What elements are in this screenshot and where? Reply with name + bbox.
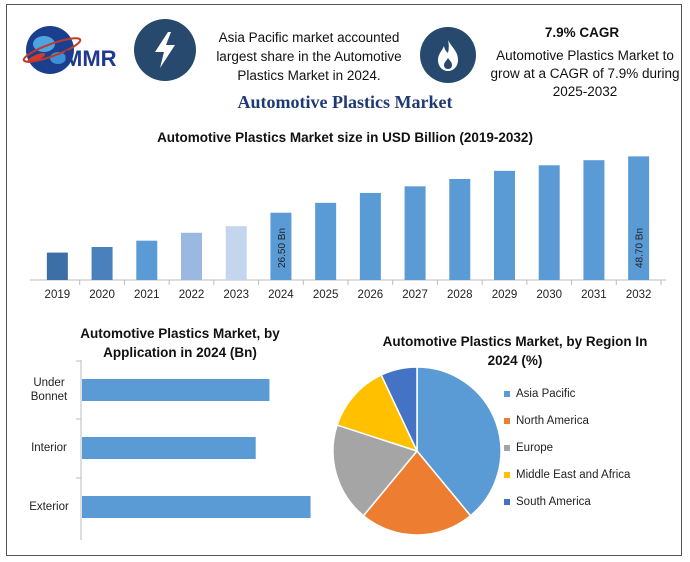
market-size-bar-chart: 2019 2020 2021 2022 2023 2024 26.50 Bn 2025 2026… — [30, 156, 666, 301]
pie-slice-europe — [332, 424, 419, 517]
x-tick-label: 2024 — [268, 289, 294, 301]
pie-slice-middle-east-and-africa — [336, 373, 419, 453]
legend-item: Middle East and Africa — [504, 469, 630, 481]
flame-icon — [438, 40, 458, 71]
bar-2023 — [225, 226, 247, 280]
hbar-under-bonnet — [82, 379, 270, 401]
legend-label: South America — [516, 496, 591, 508]
legend-label: Asia Pacific — [516, 388, 576, 400]
x-tick-label: 2032 — [626, 289, 652, 301]
legend-label: Europe — [516, 442, 554, 454]
legend-item: Europe — [504, 442, 553, 454]
x-tick-label: 2030 — [536, 289, 562, 301]
pie-slice-south-america — [380, 366, 418, 452]
hbar-interior — [82, 437, 256, 459]
x-tick-label: 2023 — [223, 289, 249, 301]
legend-item: North America — [504, 415, 589, 427]
pie-slice-north-america — [362, 449, 472, 536]
legend-item: South America — [504, 496, 591, 508]
hbar-exterior — [82, 496, 311, 518]
application-chart-title: Automotive Plastics Market, by Applicati… — [80, 326, 280, 360]
pie-slice-asia-pacific — [416, 366, 502, 517]
data-label-2024: 26.50 Bn — [277, 228, 288, 268]
cagr-title: 7.9% CAGR — [544, 25, 620, 40]
legend-swatch — [504, 499, 510, 505]
x-tick-label: 2022 — [179, 289, 205, 301]
application-bar-svg — [76, 360, 311, 540]
x-tick-label: 2020 — [89, 289, 115, 301]
lightning-badge — [134, 19, 196, 81]
hbar-label: Interior — [14, 441, 84, 455]
legend-swatch — [504, 445, 510, 451]
bar-2030 — [538, 165, 560, 280]
mmr-logo: MMR — [16, 14, 136, 84]
hbar-label-line: Exterior — [29, 501, 69, 513]
legend-swatch — [504, 391, 510, 397]
application-bar-chart: Under Bonnet Interior Exterior — [0, 360, 330, 540]
bar-chart-title: Automotive Plastics Market size in USD B… — [157, 130, 533, 145]
x-tick-label: 2025 — [313, 289, 339, 301]
hbar-label: Exterior — [14, 500, 84, 514]
info-asia-pacific: Asia Pacific market accounted largest sh… — [216, 30, 402, 83]
legend-swatch — [504, 418, 510, 424]
lightning-bolt-icon — [155, 32, 175, 68]
bar-2019 — [46, 252, 68, 280]
x-tick-label: 2026 — [358, 289, 384, 301]
globe-logo-icon: MMR — [22, 26, 117, 74]
bar-2032 — [628, 156, 650, 280]
x-tick-label: 2019 — [45, 289, 71, 301]
legend-label: Middle East and Africa — [516, 469, 631, 481]
logo-text: MMR — [64, 46, 117, 71]
flame-badge — [420, 27, 476, 83]
bar-2026 — [359, 192, 381, 280]
x-tick-label: 2029 — [492, 289, 518, 301]
cagr-text: Automotive Plastics Market to grow at a … — [490, 48, 680, 99]
region-chart-title: Automotive Plastics Market, by Region In… — [382, 334, 648, 368]
bar-2020 — [91, 247, 113, 280]
legend-label: North America — [516, 415, 589, 427]
data-label-2032: 48.70 Bn — [635, 228, 646, 268]
region-pie-chart — [332, 366, 502, 536]
bar-2022 — [181, 232, 202, 280]
legend-swatch — [504, 472, 510, 478]
legend-item: Asia Pacific — [504, 388, 575, 400]
x-tick-label: 2028 — [447, 289, 473, 301]
hbar-label-line: Bonnet — [30, 391, 68, 403]
bar-2031 — [583, 160, 605, 280]
x-tick-label: 2027 — [402, 289, 428, 301]
x-tick-label: 2021 — [134, 289, 160, 301]
bar-2028 — [449, 178, 471, 280]
bar-2025 — [315, 202, 337, 280]
bar-2027 — [404, 186, 426, 280]
x-tick-label: 2031 — [581, 289, 607, 301]
hbar-label: Under Bonnet — [14, 376, 84, 404]
main-title: Automotive Plastics Market — [237, 92, 453, 112]
bar-2021 — [136, 240, 158, 280]
bar-2029 — [494, 170, 515, 280]
hbar-label-line: Interior — [31, 442, 67, 454]
bar-2024 — [270, 212, 292, 280]
hbar-label-line: Under — [33, 377, 65, 389]
